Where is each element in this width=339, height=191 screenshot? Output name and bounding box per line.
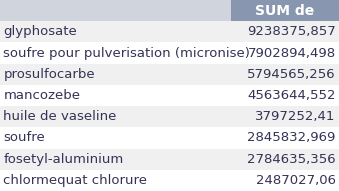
FancyBboxPatch shape [231, 64, 339, 85]
Text: glyphosate: glyphosate [3, 25, 77, 38]
FancyBboxPatch shape [0, 149, 231, 170]
FancyBboxPatch shape [231, 106, 339, 127]
FancyBboxPatch shape [0, 170, 231, 191]
Text: 2784635,356: 2784635,356 [247, 153, 336, 166]
Text: 7902894,498: 7902894,498 [247, 47, 336, 60]
Text: 2487027,06: 2487027,06 [256, 174, 336, 187]
Text: 5794565,256: 5794565,256 [247, 68, 336, 81]
FancyBboxPatch shape [0, 64, 231, 85]
FancyBboxPatch shape [0, 85, 231, 106]
Text: 3797252,41: 3797252,41 [255, 110, 336, 123]
FancyBboxPatch shape [231, 85, 339, 106]
Text: 9238375,857: 9238375,857 [247, 25, 336, 38]
FancyBboxPatch shape [231, 0, 339, 21]
Text: mancozebe: mancozebe [3, 89, 80, 102]
FancyBboxPatch shape [0, 21, 231, 42]
FancyBboxPatch shape [0, 42, 231, 64]
Text: huile de vaseline: huile de vaseline [3, 110, 117, 123]
Text: chlormequat chlorure: chlormequat chlorure [3, 174, 147, 187]
Text: 2845832,969: 2845832,969 [247, 131, 336, 144]
Text: soufre: soufre [3, 131, 45, 144]
Text: soufre pour pulverisation (micronise): soufre pour pulverisation (micronise) [3, 47, 250, 60]
Text: SUM de: SUM de [255, 4, 314, 18]
FancyBboxPatch shape [0, 127, 231, 149]
Text: prosulfocarbe: prosulfocarbe [3, 68, 95, 81]
FancyBboxPatch shape [0, 106, 231, 127]
FancyBboxPatch shape [231, 127, 339, 149]
FancyBboxPatch shape [0, 0, 231, 21]
FancyBboxPatch shape [231, 149, 339, 170]
FancyBboxPatch shape [231, 170, 339, 191]
Text: 4563644,552: 4563644,552 [247, 89, 336, 102]
FancyBboxPatch shape [231, 42, 339, 64]
FancyBboxPatch shape [231, 21, 339, 42]
Text: fosetyl-aluminium: fosetyl-aluminium [3, 153, 124, 166]
